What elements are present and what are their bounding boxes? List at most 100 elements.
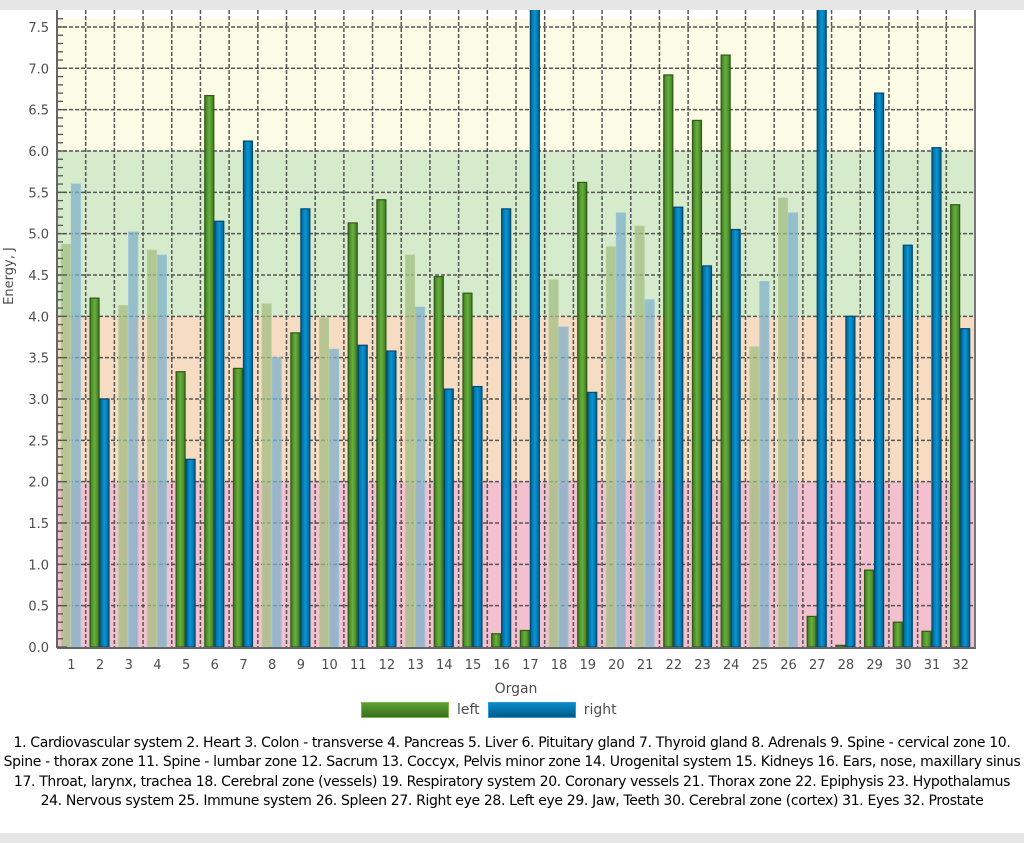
bar-left-6 [204, 94, 215, 648]
x-tick-label: 14 [436, 658, 453, 673]
bar-left-21 [634, 225, 645, 648]
x-tick-label: 29 [866, 658, 883, 673]
x-tick-label: 10 [321, 658, 338, 673]
x-tick-label: 15 [465, 658, 482, 673]
x-tick-labels: 1 2 3 4 5 6 7 8 9 10 11 12 13 14 15 16 17 18 19 20 21 22 23 24 2… [67, 658, 969, 673]
y-tick-label: 5.5 [28, 186, 49, 201]
x-tick-label: 32 [952, 658, 969, 673]
top-strip [0, 0, 1024, 10]
bar-right-25 [759, 281, 770, 648]
bar-right-15 [472, 385, 483, 648]
bar-right-6 [214, 220, 225, 648]
x-tick-label: 21 [637, 658, 654, 673]
bar-right-19 [587, 391, 598, 648]
legend-swatch-left [361, 702, 449, 718]
bar-right-10 [329, 348, 340, 648]
bar-right-23 [701, 265, 713, 648]
y-tick-label: 2.5 [28, 434, 49, 449]
bar-left-10 [319, 317, 330, 648]
bar-left-9 [290, 332, 301, 648]
bar-chart: 0.0 0.5 1.0 1.5 2.0 2.5 3.0 3.5 4.0 4.5 5.0 5.5 6.0 6… [2, 10, 976, 673]
bar-right-1 [70, 183, 81, 648]
x-tick-label: 22 [666, 658, 683, 673]
bar-right-31 [931, 147, 942, 648]
x-tick-label: 4 [153, 658, 161, 673]
x-tick-label: 13 [407, 658, 424, 673]
bar-left-1 [60, 243, 71, 648]
bar-left-29 [863, 569, 875, 648]
bar-left-23 [691, 119, 703, 648]
bar-right-5 [185, 458, 196, 648]
y-tick-label: 4.5 [28, 269, 49, 284]
organ-key-caption: 1. Cardiovascular system 2. Heart 3. Col… [3, 735, 1021, 810]
bar-left-2 [89, 297, 100, 648]
x-tick-label: 20 [608, 658, 625, 673]
legend: left right [361, 700, 625, 720]
bar-right-32 [960, 328, 971, 648]
bar-left-11 [347, 222, 358, 648]
x-tick-label: 8 [268, 658, 276, 673]
bar-right-30 [902, 244, 913, 648]
bar-right-3 [128, 231, 139, 648]
bar-right-14 [443, 388, 454, 648]
legend-swatch-right [487, 702, 576, 718]
bar-left-5 [175, 371, 186, 648]
y-tick-label: 1.0 [28, 558, 49, 573]
bar-left-16 [491, 633, 502, 648]
bar-right-21 [644, 299, 655, 648]
bar-left-28 [835, 644, 846, 648]
x-tick-label: 30 [895, 658, 912, 673]
y-tick-label: 7.5 [28, 21, 49, 36]
x-axis-title: Organ [494, 681, 538, 697]
y-tick-labels: 0.0 0.5 1.0 1.5 2.0 2.5 3.0 3.5 4.0 4.5 5.0 5.5 6.0 6… [28, 21, 49, 656]
x-tick-label: 12 [379, 658, 396, 673]
x-tick-label: 3 [125, 658, 133, 673]
bar-left-32 [950, 204, 961, 648]
bar-right-20 [615, 212, 626, 648]
x-tick-label: 16 [493, 658, 510, 673]
y-tick-label: 1.5 [28, 517, 49, 532]
bar-left-4 [146, 249, 157, 648]
x-tick-label: 9 [297, 658, 305, 673]
bar-left-27 [806, 615, 817, 648]
bar-left-25 [749, 346, 760, 648]
x-tick-label: 6 [211, 658, 219, 673]
bar-right-18 [558, 326, 569, 648]
bar-left-12 [376, 199, 387, 648]
bar-right-9 [300, 208, 311, 648]
legend-label-left: left [457, 702, 480, 718]
y-tick-label: 3.5 [28, 352, 49, 367]
bar-left-15 [462, 292, 473, 648]
bar-left-22 [663, 74, 674, 648]
x-tick-label: 24 [723, 658, 740, 673]
bar-left-17 [519, 629, 530, 648]
x-tick-label: 7 [239, 658, 247, 673]
x-tick-label: 2 [96, 658, 104, 673]
bar-right-22 [673, 206, 684, 648]
bar-right-12 [386, 350, 397, 648]
y-axis-title: Energy, J [2, 247, 17, 305]
y-tick-label: 5.0 [28, 228, 49, 243]
x-tick-label: 25 [752, 658, 769, 673]
bars [60, 10, 971, 648]
bar-left-19 [577, 181, 588, 648]
bar-left-18 [548, 279, 559, 648]
x-tick-label: 28 [838, 658, 855, 673]
y-tick-label: 2.0 [28, 476, 49, 491]
x-tick-label: 31 [924, 658, 941, 673]
bar-left-8 [261, 303, 272, 648]
bar-right-28 [845, 315, 856, 648]
bar-left-14 [433, 276, 444, 648]
bar-right-24 [730, 228, 741, 648]
bar-right-27 [816, 10, 827, 648]
bar-right-4 [156, 254, 167, 648]
x-tick-label: 19 [579, 658, 596, 673]
bar-right-8 [271, 357, 282, 648]
x-tick-label: 17 [522, 658, 539, 673]
x-tick-label: 27 [809, 658, 826, 673]
bar-right-29 [873, 92, 885, 648]
bar-right-26 [788, 212, 799, 648]
bottom-strip [0, 833, 1024, 843]
bar-right-17 [529, 10, 540, 648]
bar-left-20 [605, 246, 616, 648]
